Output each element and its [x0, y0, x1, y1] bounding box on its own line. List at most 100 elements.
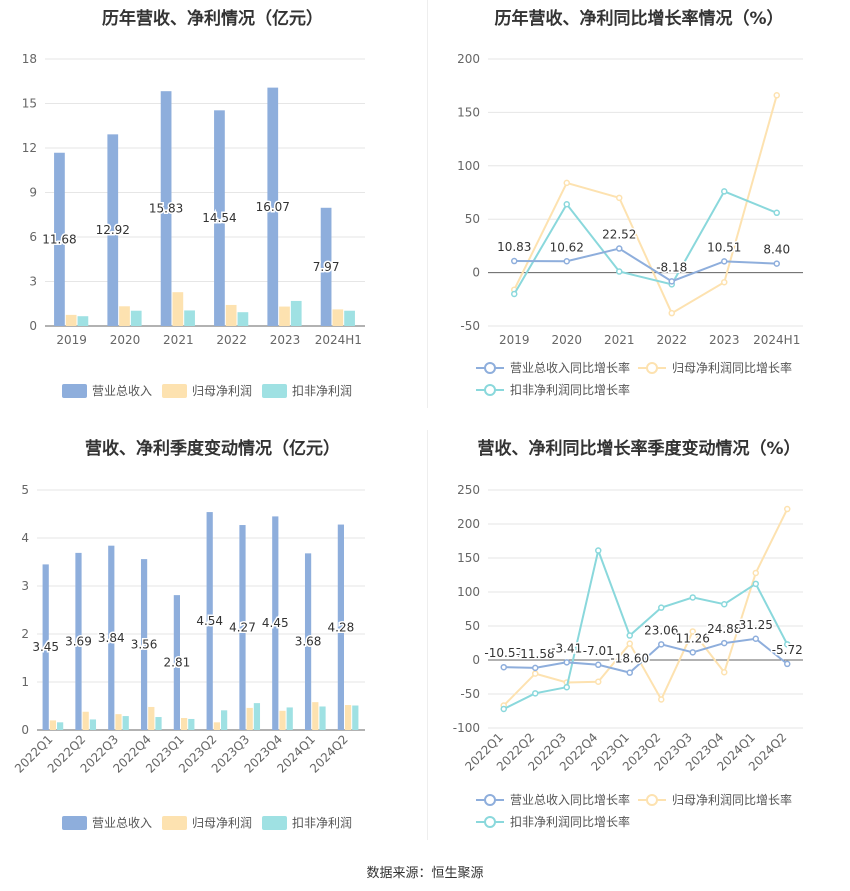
data-point — [500, 663, 507, 671]
annual-growth-chart: 历年营收、净利同比增长率情况（%） -50 0 50 100 150 200 10.83 10… — [428, 0, 850, 410]
series-line-deducted-profit — [503, 547, 789, 710]
x-tick-label: 2019 — [56, 333, 87, 347]
data-point — [752, 569, 759, 577]
data-point — [532, 690, 539, 697]
y-tick-label: 3 — [21, 579, 29, 593]
series-line-net-profit — [513, 95, 778, 315]
y-tick-label: 50 — [465, 212, 480, 226]
data-point — [500, 705, 507, 713]
data-label: 16.07 — [256, 200, 290, 214]
data-point — [784, 660, 791, 668]
data-point — [784, 505, 791, 513]
bar-deducted-profit — [155, 717, 162, 730]
y-tick-label: 100 — [457, 585, 480, 599]
data-point — [721, 600, 728, 608]
data-point — [721, 668, 728, 676]
bar-net-profit — [279, 710, 286, 730]
legend-swatch — [62, 816, 87, 830]
y-tick-label: 9 — [29, 186, 37, 200]
data-point — [616, 245, 623, 252]
data-point — [689, 649, 696, 656]
data-point — [616, 268, 623, 275]
bar-net-profit — [225, 304, 237, 326]
y-tick-label: 4 — [21, 531, 29, 545]
bar-revenue — [320, 207, 332, 326]
legend-label: 归母净利润同比增长率 — [672, 792, 792, 807]
bar-deducted-profit — [122, 716, 129, 730]
data-point — [595, 678, 602, 686]
x-tick-label: 2023 — [270, 333, 301, 347]
series-line-net-profit — [503, 508, 789, 707]
legend-marker-swatch — [484, 794, 496, 806]
data-point — [773, 260, 780, 267]
quarterly-growth-chart: 营收、净利同比增长率季度变动情况（%） -100 -50 0 50 100 150 200 2… — [428, 430, 850, 850]
legend-label: 扣非净利润同比增长率 — [510, 382, 630, 397]
bar-net-profit — [119, 306, 130, 326]
data-label: 3.69 — [65, 634, 92, 648]
bar-revenue — [42, 564, 49, 730]
data-point — [752, 635, 759, 642]
data-label: 11.26 — [676, 631, 710, 645]
bar-revenue — [267, 87, 279, 327]
x-tick-label: 2019 — [499, 333, 530, 347]
bar-deducted-profit — [319, 706, 326, 730]
bar-revenue — [108, 545, 115, 730]
data-point — [689, 628, 696, 635]
bar-net-profit — [312, 702, 319, 730]
data-label: 4.54 — [196, 614, 223, 628]
legend-label: 归母净利润 — [192, 816, 252, 830]
data-point — [658, 641, 665, 648]
legend-label: 归母净利润同比增长率 — [672, 360, 792, 375]
legend-marker-swatch — [484, 384, 496, 396]
y-tick-label: 100 — [457, 159, 480, 173]
legend-marker-swatch — [484, 816, 496, 828]
x-tick-label: 2022 — [216, 333, 247, 347]
bar-deducted-profit — [188, 718, 195, 730]
data-point — [616, 194, 623, 202]
data-label: -3.41 — [551, 641, 582, 655]
panel-divider-bottom — [427, 430, 428, 840]
x-tick-label: 2022 — [656, 333, 687, 347]
legend-label: 归母净利润 — [192, 384, 252, 398]
data-point — [595, 547, 602, 554]
data-point — [626, 632, 633, 639]
legend-marker-swatch — [484, 362, 496, 374]
legend-marker-swatch — [646, 362, 658, 374]
x-tick-label: 2021 — [604, 333, 635, 347]
bar-deducted-profit — [221, 710, 228, 730]
data-point — [689, 594, 696, 601]
bar-net-profit — [115, 714, 122, 730]
y-tick-label: 15 — [22, 97, 37, 111]
y-tick-label: 5 — [21, 483, 29, 497]
chart-title: 历年营收、净利同比增长率情况（%） — [494, 9, 784, 29]
quarterly-amount-chart: 营收、净利季度变动情况（亿元） 0 1 2 3 4 5 3.45 3.69 3.84 3.56 2.… — [0, 430, 425, 850]
data-point — [784, 641, 791, 648]
data-point — [563, 659, 570, 666]
bar-deducted-profit — [290, 300, 302, 326]
bar-revenue — [107, 134, 119, 326]
bar-revenue — [173, 595, 180, 730]
data-point — [721, 639, 728, 647]
data-point — [595, 661, 602, 669]
bar-revenue — [304, 553, 312, 730]
legend-label: 扣非净利润 — [292, 816, 352, 830]
bar-net-profit — [172, 292, 184, 326]
data-label: 22.52 — [602, 228, 636, 242]
data-point — [511, 257, 518, 265]
legend-label: 扣非净利润同比增长率 — [510, 814, 630, 829]
data-point — [626, 669, 633, 676]
chart-title: 营收、净利同比增长率季度变动情况（%） — [477, 439, 801, 459]
bar-deducted-profit — [184, 310, 195, 326]
data-point — [532, 664, 539, 672]
data-label: 3.84 — [98, 631, 125, 645]
series-line-revenue — [503, 637, 788, 674]
data-label: 10.62 — [550, 240, 584, 254]
data-point — [563, 200, 570, 208]
bar-deducted-profit — [237, 312, 249, 326]
legend-label: 营业总收入 — [92, 816, 152, 830]
annual-growth-plot: -50 0 50 100 150 200 10.83 10.62 22.52 -8.18 10.51… — [457, 52, 803, 397]
bar-revenue — [337, 524, 344, 730]
x-tick-label: 2021 — [163, 333, 194, 347]
bar-deducted-profit — [344, 310, 355, 326]
data-label: 15.83 — [149, 202, 183, 216]
